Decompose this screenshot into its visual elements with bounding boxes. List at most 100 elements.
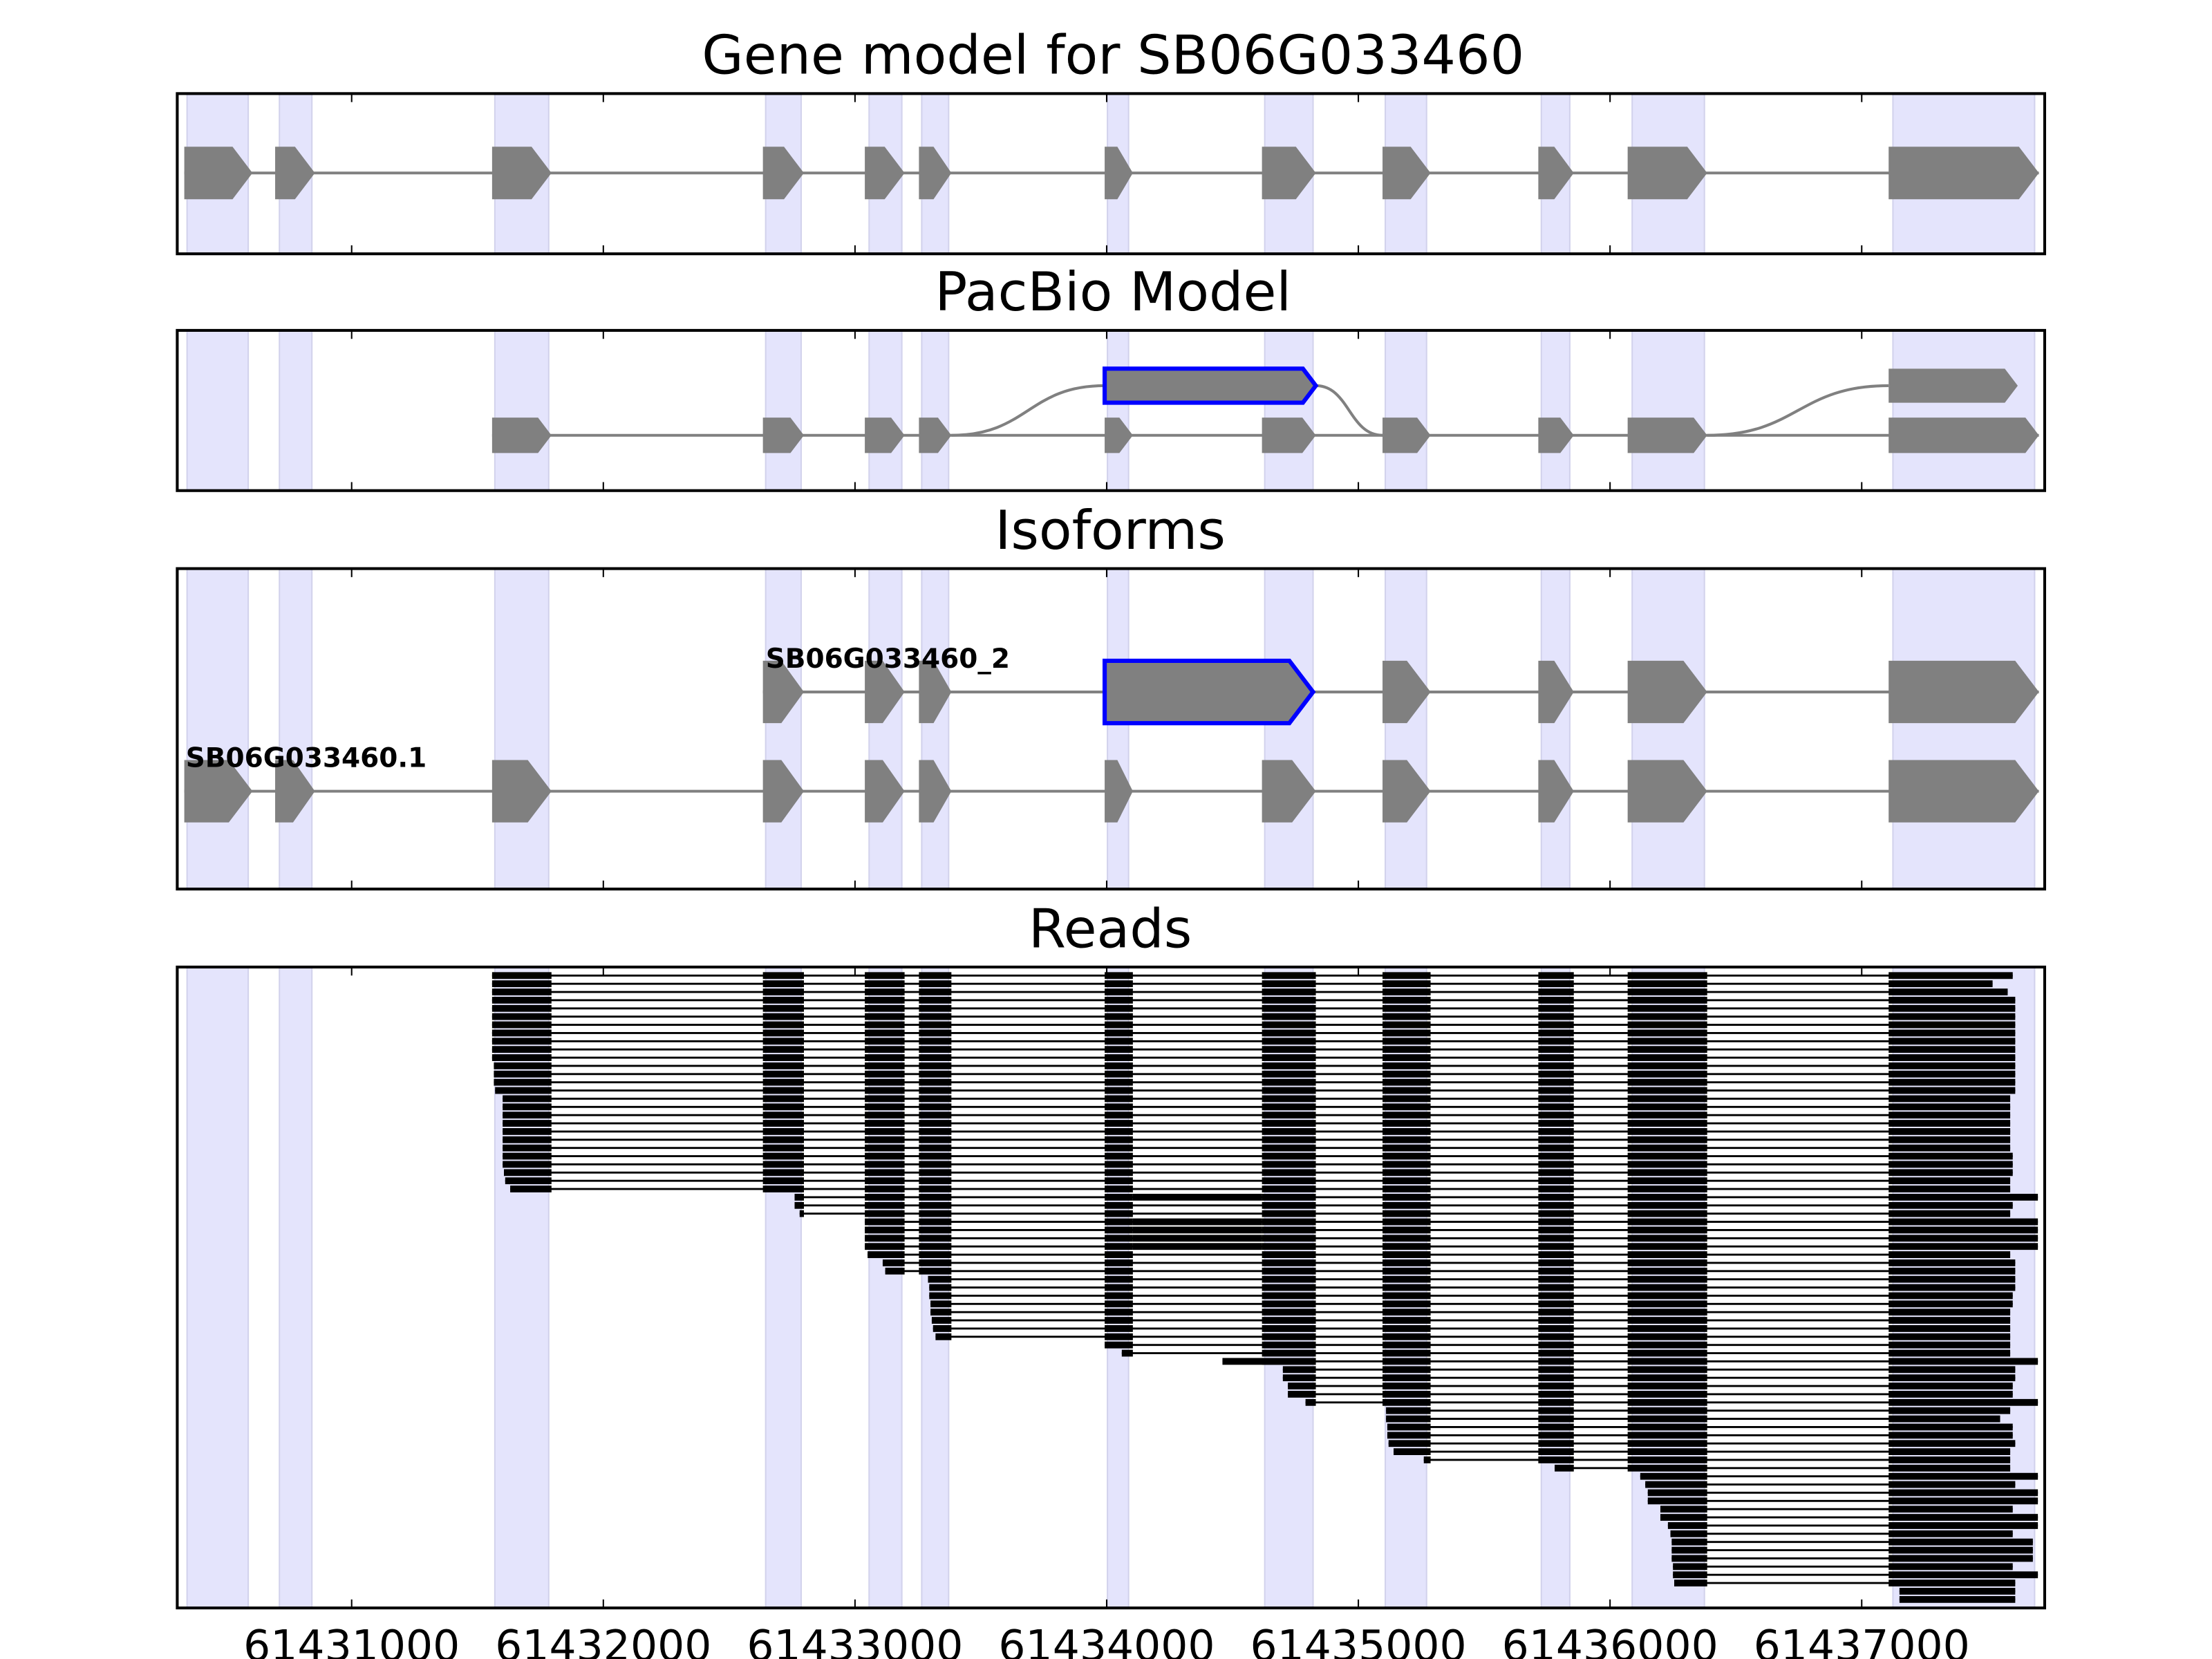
- read-block: [1382, 1398, 1431, 1406]
- read-block: [1538, 1382, 1574, 1389]
- read-block: [1538, 1136, 1574, 1143]
- read-block: [1262, 1275, 1316, 1283]
- read-block: [1305, 1398, 1316, 1406]
- read-block: [1538, 1267, 1574, 1275]
- read-block: [1538, 1275, 1574, 1283]
- isoforms-title: Isoforms: [995, 500, 1226, 562]
- exon: [865, 418, 905, 453]
- read-block: [1538, 1152, 1574, 1160]
- read-block: [932, 1325, 952, 1332]
- read-block: [865, 1177, 905, 1185]
- read-block: [865, 1062, 905, 1069]
- read-block: [865, 1243, 905, 1250]
- read-block: [1538, 1144, 1574, 1152]
- read-block: [1627, 1218, 1707, 1226]
- read-block: [1627, 1341, 1707, 1349]
- exon-shade-region: [494, 329, 550, 491]
- exon: [1262, 418, 1316, 453]
- read-block: [1627, 1046, 1707, 1053]
- exon-shade-region: [921, 568, 950, 890]
- gene-model-title: Gene model for SB06G033460: [702, 25, 1524, 87]
- read-block: [503, 1169, 552, 1177]
- read-block: [1888, 1128, 2011, 1135]
- read-block: [494, 1078, 552, 1086]
- x-tick-label: 61431000: [243, 1621, 460, 1659]
- read-block: [503, 1120, 552, 1127]
- read-block: [1262, 1292, 1316, 1300]
- read-block: [1262, 1128, 1316, 1135]
- read-block: [1627, 1317, 1707, 1324]
- exon: [184, 147, 253, 200]
- read-block: [919, 1144, 952, 1152]
- exon-shade-region: [279, 966, 313, 1609]
- read-block: [1262, 1161, 1316, 1168]
- read-block: [919, 1210, 952, 1217]
- read-block: [494, 1062, 552, 1069]
- read-block: [1262, 988, 1316, 995]
- isoform-label-2: SB06G033460_2: [766, 644, 1010, 675]
- read-block: [1888, 1415, 2000, 1423]
- read-block: [1262, 1325, 1316, 1332]
- read-block: [1627, 1021, 1707, 1029]
- read-block: [1538, 1226, 1574, 1234]
- read-block: [1888, 1472, 2038, 1480]
- read-block: [1105, 1152, 1133, 1160]
- read-block: [1538, 1391, 1574, 1398]
- read-block: [1262, 1070, 1316, 1078]
- read-block: [919, 1087, 952, 1094]
- read-block: [1262, 1218, 1316, 1226]
- read-block: [1262, 1078, 1316, 1086]
- exon: [1382, 418, 1431, 453]
- read-block: [1627, 1144, 1707, 1152]
- read-block: [865, 1201, 905, 1209]
- read-block: [865, 1235, 905, 1242]
- read-block: [1382, 1112, 1431, 1119]
- read-block: [1105, 1004, 1133, 1012]
- read-block: [1105, 1251, 1133, 1258]
- read-block: [1382, 1087, 1431, 1094]
- read-block: [919, 1161, 952, 1168]
- read-block: [865, 1029, 905, 1037]
- read-block: [1627, 1095, 1707, 1103]
- read-block: [1382, 1210, 1431, 1217]
- read-block: [865, 1112, 905, 1119]
- read-block: [882, 1259, 905, 1266]
- read-block: [1386, 1407, 1431, 1414]
- exon: [1888, 368, 2018, 403]
- read-block: [762, 1169, 804, 1177]
- read-block: [1538, 1325, 1574, 1332]
- read-block: [1888, 1391, 2013, 1398]
- read-block: [1888, 1120, 2011, 1127]
- read-block: [762, 1161, 804, 1168]
- read-block: [1627, 1038, 1707, 1045]
- read-block: [1382, 1275, 1431, 1283]
- read-block: [1627, 1087, 1707, 1094]
- exon: [865, 660, 905, 724]
- read-block: [1627, 1333, 1707, 1340]
- read-block: [1105, 1341, 1133, 1349]
- read-block: [1627, 1103, 1707, 1111]
- x-tick-label: 61433000: [747, 1621, 963, 1659]
- read-block: [1888, 972, 2013, 980]
- read-block: [1382, 1054, 1431, 1061]
- read-block: [919, 988, 952, 995]
- read-block: [1538, 1333, 1574, 1340]
- read-block: [1660, 1514, 1707, 1521]
- read-block: [1262, 1087, 1316, 1094]
- read-block: [1262, 1267, 1316, 1275]
- read-block: [865, 980, 905, 988]
- read-block: [503, 1136, 552, 1143]
- read-block: [1627, 1226, 1707, 1234]
- read-block: [1105, 1201, 1133, 1209]
- read-block: [1627, 1366, 1707, 1374]
- read-block: [1538, 1185, 1574, 1192]
- read-block: [1382, 1004, 1431, 1012]
- read-block: [1538, 1423, 1574, 1431]
- read-block: [1262, 1201, 1316, 1209]
- read-block: [865, 1013, 905, 1020]
- read-block: [762, 1144, 804, 1152]
- read-block: [1382, 1391, 1431, 1398]
- read-block: [1382, 1267, 1431, 1275]
- read-block: [762, 1054, 804, 1061]
